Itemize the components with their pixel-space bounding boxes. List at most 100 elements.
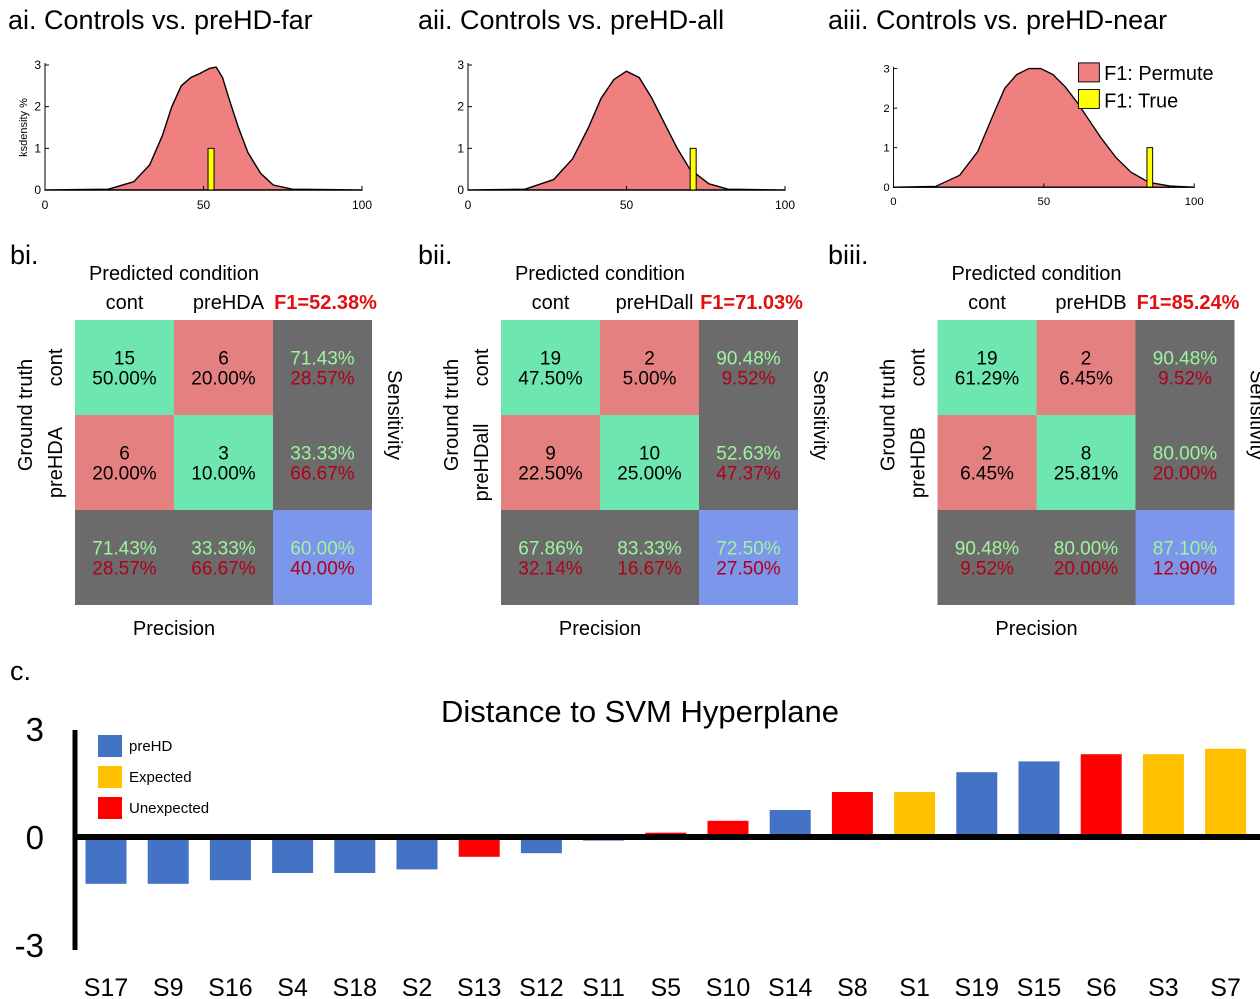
x-tick-label: S7 [1210,974,1241,999]
bar-S2 [396,837,438,870]
legend-swatch-prehd [98,735,122,757]
legend-swatch-unexpected [98,797,122,819]
bar-S4 [272,837,314,873]
panel-title-bii: bii. [418,240,453,270]
bar-S3 [1142,754,1184,837]
bar-S15 [1018,761,1060,837]
bar-S8 [831,792,873,837]
truth-label-cont: cont [45,348,67,386]
truth-label-prehd: preHDall [471,424,493,502]
chart-title: Distance to SVM Hyperplane [441,694,839,729]
overall-accuracy-cell [273,510,372,605]
legend-label-unexpected: Unexpected [129,800,209,817]
f1-true-bar [1146,147,1154,188]
confusion-matrix-biii: Predicted condition cont preHDB F1=85.24% Gr… [878,263,1260,640]
confusion-cell-value: 2 [982,444,993,465]
sensitivity-label: Sensitivity [1246,370,1260,460]
precision-cell-value: 33.33% [191,539,256,560]
x-tick-label: S8 [837,974,868,999]
overall-accuracy-cell-value: 72.50% [716,539,781,560]
x-tick-label: 0 [890,196,896,208]
confusion-cell-value: 10 [639,444,660,465]
sensitivity-cell-percent: 28.57% [290,369,355,390]
predicted-condition-header: Predicted condition [951,263,1121,285]
confusion-cell [937,320,1037,415]
panel-title-aii: aii. Controls vs. preHD-all [418,5,725,35]
precision-cell [501,510,600,605]
legend-swatch-expected [98,766,122,788]
x-tick-label: 0 [42,198,49,212]
bar-S19 [956,772,998,837]
x-tick-label: S13 [457,974,501,999]
precision-cell-percent: 16.67% [617,559,682,580]
f1-true-bar [207,147,215,191]
confusion-cell [174,415,273,510]
sensitivity-cell-value: 52.63% [716,444,781,465]
precision-cell-percent: 28.57% [92,559,157,580]
confusion-cell [937,415,1037,510]
y-tick-label: 3 [26,711,44,748]
precision-cell-value: 71.43% [92,539,157,560]
y-tick-label: 3 [34,58,41,72]
confusion-cell-percent: 50.00% [92,369,157,390]
bar-S18 [334,837,376,873]
predicted-label-cont: cont [532,292,570,314]
precision-cell [600,510,699,605]
sensitivity-cell-value: 90.48% [716,349,781,370]
x-tick-label: S11 [582,974,625,999]
ground-truth-title: Ground truth [15,359,37,471]
x-tick-label: S17 [84,974,128,999]
overall-accuracy-cell [1135,510,1235,605]
predicted-condition-header: Predicted condition [515,263,685,285]
predicted-label-prehd: preHDall [616,292,694,314]
bar-S10 [707,820,749,837]
density-plot-aiii: 0 1 2 3 0 50 100 F1: Permute F1: True [883,62,1214,208]
precision-cell-percent: 9.52% [960,559,1014,580]
panel-title-biii: biii. [828,240,869,270]
sensitivity-cell [273,415,372,510]
x-tick-label: S6 [1086,974,1117,999]
precision-cell [174,510,273,605]
x-tick-label: 100 [1185,196,1204,208]
predicted-label-cont: cont [106,292,144,314]
x-tick-label: S14 [768,974,813,999]
x-tick-label: S18 [333,974,377,999]
confusion-cell [501,320,600,415]
panel-title-c: c. [10,656,32,686]
overall-accuracy-cell-percent: 27.50% [716,559,781,580]
y-axis-label: ksdensity % [18,98,30,157]
sensitivity-cell [699,415,798,510]
bar-S1 [894,792,936,837]
precision-cell-value: 83.33% [617,539,682,560]
precision-cell-percent: 20.00% [1054,559,1119,580]
sensitivity-cell-value: 33.33% [290,444,355,465]
y-tick-label: 2 [457,100,464,114]
y-tick-label: -3 [15,927,44,964]
truth-label-cont: cont [908,348,930,386]
x-tick-label: S9 [153,974,184,999]
precision-label: Precision [559,618,641,640]
confusion-matrix-bi: Predicted condition cont preHDA F1=52.38% Gr… [15,263,405,640]
sensitivity-label: Sensitivity [809,370,831,460]
f1-score-label: F1=85.24% [1137,292,1240,314]
permute-density-area [44,66,363,191]
confusion-matrix-bii: Predicted condition cont preHDall F1=71.03%… [441,263,831,640]
y-tick-label: 2 [883,103,889,115]
confusion-cell-value: 19 [540,349,561,370]
overall-accuracy-cell [699,510,798,605]
y-tick-label: 3 [457,58,464,72]
confusion-cell-value: 2 [644,349,655,370]
bar-S9 [147,837,189,884]
permute-density-area [467,70,786,191]
sensitivity-cell-percent: 47.37% [716,464,781,485]
f1-score-label: F1=71.03% [700,292,803,314]
legend-swatch-true [1077,88,1100,109]
x-tick-label: 50 [1038,196,1051,208]
predicted-condition-header: Predicted condition [89,263,259,285]
sensitivity-cell-percent: 20.00% [1153,464,1218,485]
predicted-label-cont: cont [968,292,1006,314]
bar-S13 [458,837,500,857]
confusion-cell-percent: 25.00% [617,464,682,485]
panel-title-bi: bi. [10,240,39,270]
confusion-cell [75,320,174,415]
